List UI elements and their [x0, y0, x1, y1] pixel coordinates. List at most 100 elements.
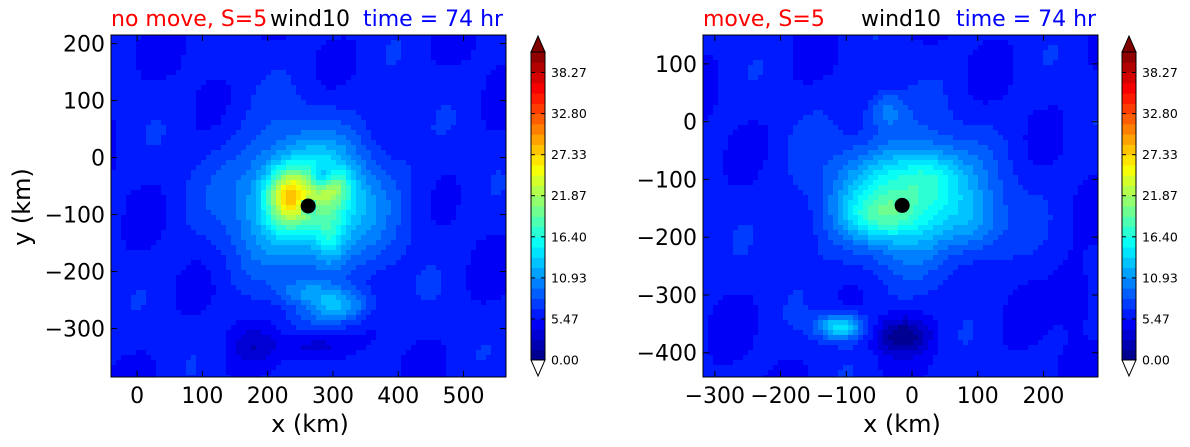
field-cell	[386, 155, 392, 161]
field-cell	[496, 155, 502, 161]
field-cell	[121, 50, 127, 56]
field-cell	[271, 105, 277, 111]
field-cell	[286, 210, 292, 216]
field-cell	[311, 55, 317, 61]
field-cell	[386, 50, 392, 56]
field-cell	[341, 230, 347, 236]
field-cell	[351, 340, 357, 346]
field-cell	[121, 115, 127, 121]
field-cell	[186, 150, 192, 156]
field-cell	[281, 115, 287, 121]
field-cell	[436, 200, 442, 206]
field-cell	[171, 330, 177, 336]
field-cell	[331, 145, 337, 151]
field-cell	[491, 290, 497, 296]
field-cell	[251, 330, 257, 336]
field-cell	[131, 90, 137, 96]
field-cell	[321, 285, 327, 291]
field-cell	[296, 95, 302, 101]
field-cell	[301, 340, 307, 346]
field-cell	[206, 250, 212, 256]
field-cell	[351, 205, 357, 211]
field-cell	[496, 115, 502, 121]
field-cell	[356, 210, 362, 216]
field-cell	[161, 110, 167, 116]
field-cell	[231, 300, 237, 306]
field-cell	[246, 70, 252, 76]
field-cell	[416, 125, 422, 131]
field-cell	[141, 150, 147, 156]
field-cell	[271, 35, 277, 41]
field-cell	[416, 170, 422, 176]
field-cell	[181, 185, 187, 191]
field-cell	[271, 170, 277, 176]
field-cell	[366, 65, 372, 71]
field-cell	[356, 100, 362, 106]
field-cell	[251, 190, 257, 196]
field-cell	[141, 245, 147, 251]
field-cell	[461, 245, 467, 251]
field-cell	[391, 35, 397, 41]
field-cell	[151, 195, 157, 201]
field-cell	[216, 285, 222, 291]
field-cell	[226, 190, 232, 196]
field-cell	[386, 55, 392, 61]
field-cell	[156, 155, 162, 161]
field-cell	[486, 305, 492, 311]
field-cell	[126, 330, 132, 336]
field-cell	[431, 95, 437, 101]
field-cell	[426, 340, 432, 346]
field-cell	[326, 235, 332, 241]
field-cell	[286, 240, 292, 246]
field-cell	[161, 160, 167, 166]
field-cell	[116, 100, 122, 106]
field-cell	[361, 325, 367, 331]
field-cell	[236, 145, 242, 151]
field-cell	[391, 85, 397, 91]
field-cell	[486, 160, 492, 166]
field-cell	[311, 115, 317, 121]
field-cell	[241, 210, 247, 216]
field-cell	[186, 210, 192, 216]
field-cell	[491, 270, 497, 276]
field-cell	[311, 105, 317, 111]
field-cell	[166, 125, 172, 131]
field-cell	[256, 55, 262, 61]
field-cell	[226, 290, 232, 296]
field-cell	[261, 35, 267, 41]
field-cell	[456, 80, 462, 86]
field-cell	[391, 260, 397, 266]
field-cell	[231, 240, 237, 246]
field-cell	[381, 285, 387, 291]
field-cell	[461, 100, 467, 106]
field-cell	[146, 155, 152, 161]
field-cell	[221, 240, 227, 246]
field-cell	[241, 200, 247, 206]
field-cell	[356, 95, 362, 101]
field-cell	[141, 265, 147, 271]
field-cell	[356, 225, 362, 231]
field-cell	[466, 255, 472, 261]
field-cell	[351, 345, 357, 351]
field-cell	[391, 325, 397, 331]
field-cell	[391, 90, 397, 96]
field-cell	[331, 125, 337, 131]
field-cell	[361, 45, 367, 51]
field-cell	[381, 345, 387, 351]
field-cell	[491, 265, 497, 271]
field-cell	[251, 90, 257, 96]
field-cell	[441, 185, 447, 191]
field-cell	[316, 120, 322, 126]
field-cell	[331, 185, 337, 191]
field-cell	[486, 315, 492, 321]
field-cell	[426, 95, 432, 101]
field-cell	[226, 250, 232, 256]
field-cell	[306, 300, 312, 306]
field-cell	[496, 305, 502, 311]
field-cell	[166, 210, 172, 216]
field-cell	[476, 95, 482, 101]
field-cell	[166, 100, 172, 106]
field-cell	[296, 55, 302, 61]
field-cell	[281, 255, 287, 261]
field-cell	[136, 275, 142, 281]
